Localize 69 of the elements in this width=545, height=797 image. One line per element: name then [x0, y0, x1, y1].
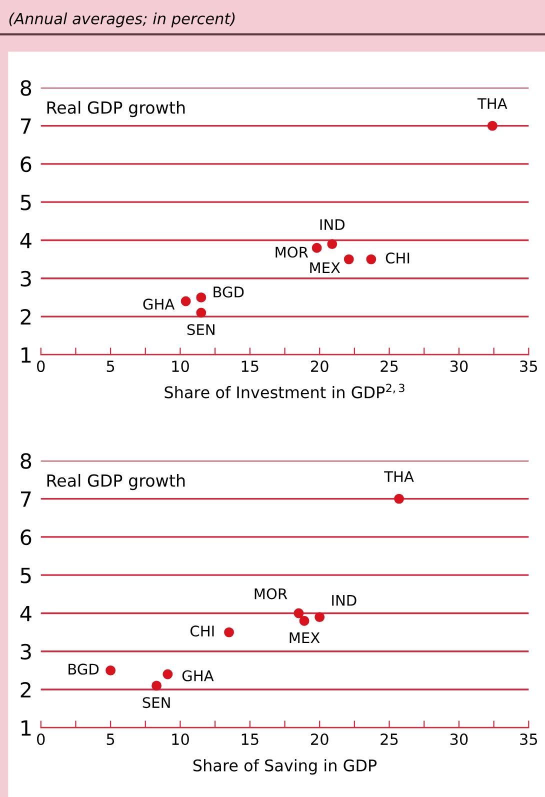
y-tick-label: 5	[20, 194, 31, 210]
y-axis-title: Real GDP growth	[47, 100, 185, 118]
y-tick-label: 3	[20, 270, 31, 287]
x-tick-label: 15	[242, 360, 258, 372]
annotation: MEX	[290, 632, 320, 644]
annotation: MOR	[254, 588, 288, 600]
x-tick-label: 30	[450, 733, 468, 746]
y-tick-label: 4	[20, 606, 32, 622]
point	[196, 308, 206, 318]
annotation: CHI	[386, 252, 410, 264]
x-tick-label: 25	[380, 733, 398, 746]
y-tick-label: 6	[20, 529, 32, 546]
point	[312, 242, 322, 253]
x-tick-label: 5	[106, 734, 114, 746]
y-tick-label: 4	[20, 232, 32, 248]
point	[162, 669, 173, 680]
point	[366, 254, 376, 264]
y-tick-label: 8	[20, 453, 32, 469]
point	[394, 494, 404, 504]
annotation: GHA	[182, 670, 214, 682]
x-tick-label: 10	[172, 360, 189, 372]
y-tick-label: 1	[22, 720, 31, 736]
y-tick-label: 2	[20, 682, 30, 698]
annotation: MOR	[276, 246, 308, 258]
annotation: THA	[384, 471, 414, 482]
x-tick-label: 20	[311, 733, 328, 746]
x-tick-label: 0	[37, 733, 45, 746]
point	[196, 292, 206, 302]
x-tick-label: 25	[380, 360, 398, 372]
y-tick-label: 7	[20, 492, 31, 507]
x-tick-label: 0	[37, 360, 45, 372]
point	[294, 608, 304, 618]
point	[299, 616, 310, 626]
annotation: IND	[332, 595, 356, 606]
annotation: GHA	[143, 298, 175, 310]
x-tick-label: 20	[311, 360, 328, 372]
y-tick-label: 5	[20, 568, 31, 584]
point	[224, 627, 234, 638]
annotation: THA	[477, 98, 508, 109]
point	[327, 239, 338, 250]
x-tick-label: 5	[106, 360, 114, 372]
annotation: BGD	[68, 664, 99, 675]
x-tick-label: 15	[242, 734, 258, 746]
x-tick-label: 30	[450, 360, 468, 372]
x-axis-title: Share of Saving in GDP	[193, 759, 377, 775]
y-tick-label: 3	[20, 644, 31, 660]
point	[152, 680, 162, 691]
point	[487, 120, 498, 131]
annotation: IND	[320, 219, 345, 230]
y-tick-label: 8	[20, 80, 32, 96]
x-axis-title: Share of Investment in GDP$^{2,3}$	[164, 384, 404, 398]
point	[180, 296, 191, 306]
chart-subtitle: (Annual averages; in percent)	[9, 12, 235, 28]
annotation: SEN	[187, 324, 214, 336]
y-tick-label: 2	[20, 308, 30, 324]
annotation: MEX	[310, 262, 340, 274]
y-tick-label: 6	[20, 156, 32, 172]
x-tick-label: 35	[520, 360, 538, 372]
x-tick-label: 10	[172, 733, 189, 746]
point	[106, 665, 116, 676]
annotation: CHI	[190, 626, 214, 637]
point	[314, 612, 325, 622]
y-axis-title: Real GDP growth	[47, 474, 185, 490]
annotation: SEN	[142, 697, 170, 708]
x-tick-label: 35	[520, 733, 538, 746]
annotation: BGD	[214, 286, 244, 298]
y-tick-label: 1	[22, 347, 31, 363]
point	[344, 254, 354, 264]
y-tick-label: 7	[20, 118, 31, 134]
